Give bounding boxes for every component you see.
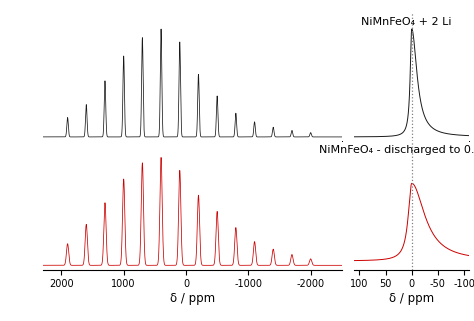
Text: NiMnFeO₄ + 2 Li: NiMnFeO₄ + 2 Li <box>361 17 451 27</box>
X-axis label: δ / ppm: δ / ppm <box>170 292 215 305</box>
X-axis label: δ / ppm: δ / ppm <box>389 292 434 305</box>
Text: NiMnFeO₄ - discharged to 0.1 V: NiMnFeO₄ - discharged to 0.1 V <box>319 145 474 155</box>
